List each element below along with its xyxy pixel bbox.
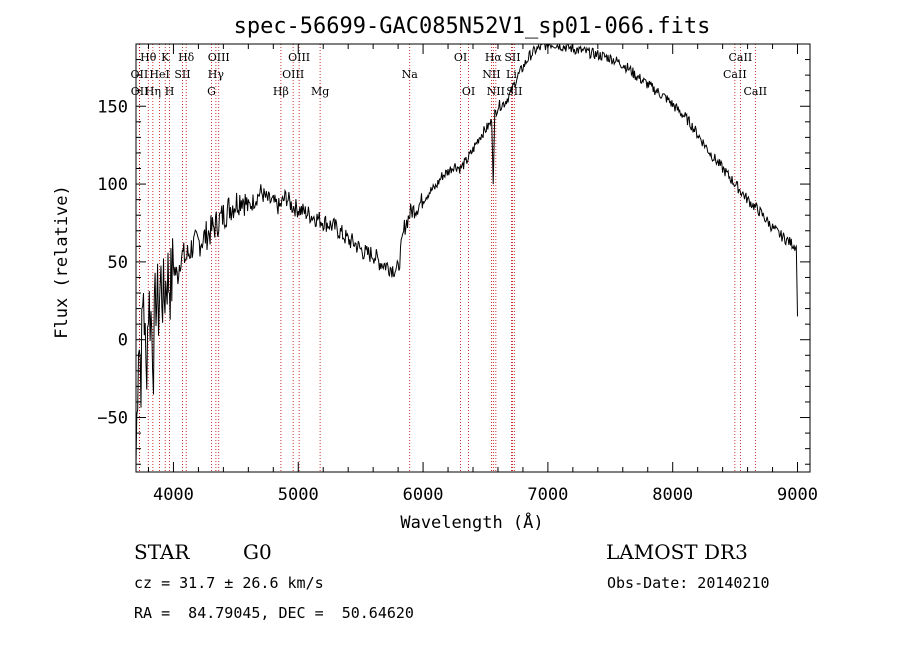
line-label-2: OII: [131, 85, 149, 98]
y-axis: −50 0 50 100 150: [97, 43, 810, 465]
line-label-11: G: [207, 85, 216, 98]
line-label-5: H: [165, 85, 175, 98]
line-label-25: CaII: [729, 51, 753, 64]
redshift-velocity: cz = 31.7 ± 26.6 km/s: [134, 574, 324, 592]
line-label-4: K: [161, 51, 170, 64]
y-axis-label: Flux (relative): [52, 185, 72, 339]
line-label-8: Hδ: [178, 51, 195, 64]
line-label-15: Mg: [311, 85, 329, 98]
line-label-22: SII: [504, 51, 520, 64]
y-tick-label: 50: [108, 253, 128, 273]
line-label-20: NII: [482, 68, 500, 81]
line-label-23: Li: [506, 68, 517, 81]
line-label-0: Hθ: [140, 51, 157, 64]
line-label-16: Na: [402, 68, 419, 81]
object-class: STAR: [134, 540, 190, 564]
coordinates: RA = 84.79045, DEC = 50.64620: [134, 604, 414, 622]
plot-frame: [135, 43, 811, 473]
line-label-12: Hβ: [273, 85, 289, 98]
x-tick-label: 9000: [777, 485, 818, 505]
line-label-19: Hα: [485, 51, 503, 64]
x-axis-label: Wavelength (Å): [400, 511, 543, 533]
observation-date: Obs-Date: 20140210: [607, 574, 770, 592]
line-label-6: HeI: [149, 68, 169, 81]
x-tick-label: 4000: [153, 485, 194, 505]
line-label-9: OIII: [208, 51, 230, 64]
x-tick-label: 5000: [278, 485, 319, 505]
survey-name: LAMOST DR3: [606, 540, 748, 564]
y-tick-label: −50: [97, 409, 128, 429]
line-label-14: OIII: [288, 51, 310, 64]
line-label-24: SII: [506, 85, 522, 98]
line-label-1: OII: [131, 68, 149, 81]
x-tick-label: 6000: [403, 485, 444, 505]
line-label-18: OI: [462, 85, 475, 98]
line-label-13: OIII: [282, 68, 304, 81]
line-label-10: Hγ: [208, 68, 225, 81]
y-tick-label: 0: [118, 331, 128, 351]
line-label-21: NII: [487, 85, 505, 98]
spectrum-chart: spec-56699-GAC085N52V1_sp01-066.fits Hθ O…: [52, 14, 818, 533]
y-tick-label: 100: [97, 175, 128, 195]
line-label-17: OI: [454, 51, 467, 64]
spectral-line-markers: [138, 44, 756, 472]
object-subclass: G0: [243, 540, 272, 564]
chart-title: spec-56699-GAC085N52V1_sp01-066.fits: [234, 14, 711, 39]
line-label-7: SII: [174, 68, 190, 81]
y-tick-label: 150: [97, 97, 128, 117]
line-label-26: CaII: [723, 68, 747, 81]
x-axis: 4000 5000 6000 7000 8000 9000: [147, 44, 818, 505]
x-tick-label: 8000: [652, 485, 693, 505]
spectrum-series-line: [135, 43, 798, 466]
line-label-3: Hη: [145, 85, 161, 98]
line-label-27: CaII: [743, 85, 767, 98]
x-tick-label: 7000: [527, 485, 568, 505]
